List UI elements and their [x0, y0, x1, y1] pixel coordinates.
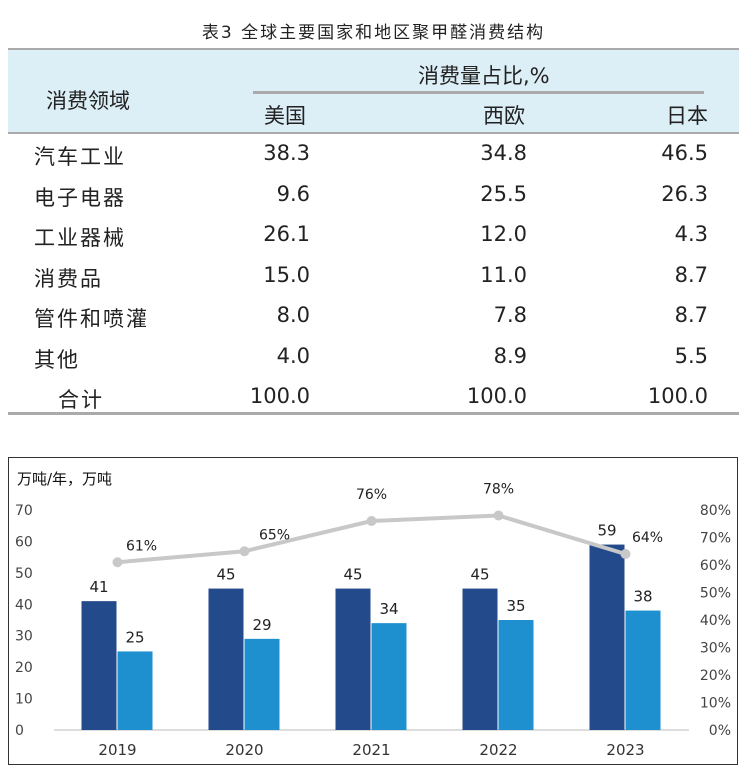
capacity-consumption-chart: 万吨/年，万吨 0 10 20 30 40 50 60 70 0% 10% 20% 30% 40% 50% 6… [8, 457, 738, 765]
bar [81, 601, 117, 730]
column-header-west-europe: 西欧 [483, 104, 525, 128]
x-tick-label: 2019 [98, 741, 136, 759]
y2-tick-label: 60% [700, 558, 731, 574]
group-header-rule [253, 91, 704, 94]
table-cell: 8.9 [493, 343, 527, 368]
ratio-point [620, 549, 631, 559]
ratio-point [493, 510, 504, 521]
row-header: 消费领域 [46, 89, 130, 113]
table-header-band [8, 48, 739, 133]
bar [625, 610, 661, 730]
row-label: 管件和喷灌 [34, 307, 149, 331]
table-cell: 7.8 [493, 303, 527, 327]
row-label: 汽车工业 [34, 145, 126, 169]
y2-tick-label: 10% [700, 696, 731, 712]
table-cell: 26.1 [263, 222, 310, 246]
data-label: 41 [89, 578, 108, 596]
bar [462, 588, 498, 730]
bar [208, 588, 244, 730]
ratio-point [112, 557, 123, 568]
table-title: 表3 全球主要国家和地区聚甲醛消费结构 [201, 23, 546, 43]
bar [371, 623, 407, 730]
ratio-label: 76% [356, 487, 387, 503]
data-label: 59 [597, 522, 616, 540]
table-cell: 8.7 [674, 262, 708, 287]
data-label: 25 [125, 628, 144, 646]
bar [498, 620, 534, 730]
row-label: 消费品 [34, 266, 103, 291]
bar [117, 651, 153, 730]
y-tick-label: 40 [15, 597, 33, 613]
table-cell: 8.7 [674, 303, 708, 327]
y-tick-label: 30 [15, 629, 33, 645]
ratio-point [239, 546, 250, 557]
table-cell: 100.0 [466, 384, 527, 408]
table-cell: 4.3 [674, 222, 708, 246]
y-tick-label: 50 [15, 566, 33, 582]
header-bottom-rule [8, 132, 739, 134]
table-cell: 5.5 [674, 343, 708, 368]
table-cell: 100.0 [647, 384, 708, 408]
row-label: 其他 [34, 347, 80, 372]
y2-tick-label: 50% [700, 586, 731, 602]
group-header: 消费量占比,% [418, 64, 550, 88]
data-label: 35 [506, 597, 525, 615]
table-cell: 8.0 [276, 303, 310, 327]
table-cell: 4.0 [276, 343, 310, 368]
y-tick-label: 0 [15, 723, 24, 739]
table-top-rule [8, 48, 739, 50]
table-cell: 34.8 [480, 141, 527, 165]
data-label: 29 [252, 616, 271, 634]
ratio-label: 65% [259, 527, 290, 543]
chart-svg: 万吨/年，万吨 0 10 20 30 40 50 60 70 0% 10% 20% 30% 40% 50% 6… [15, 470, 731, 759]
ratio-label: 64% [632, 530, 663, 546]
table-cell: 100.0 [249, 384, 310, 408]
y2-tick-label: 20% [700, 668, 731, 684]
ratio-point [366, 516, 377, 526]
table-cell: 12.0 [480, 222, 527, 246]
y2-tick-label: 70% [700, 531, 731, 547]
data-label: 45 [470, 566, 489, 584]
x-tick-label: 2022 [479, 741, 517, 759]
data-label: 38 [633, 588, 652, 606]
x-tick-label: 2020 [225, 741, 263, 759]
data-label: 34 [379, 600, 398, 618]
y-tick-label: 60 [15, 534, 33, 550]
ratio-label: 78% [483, 482, 514, 498]
y-tick-label: 70 [15, 503, 33, 519]
bar [244, 638, 280, 730]
row-label: 工业器械 [34, 226, 126, 250]
y-tick-label: 20 [15, 660, 33, 676]
x-tick-label: 2023 [606, 741, 644, 759]
row-label: 合计 [58, 388, 104, 412]
ratio-label: 61% [126, 538, 157, 554]
table-cell: 26.3 [661, 181, 708, 206]
table-cell: 9.6 [276, 181, 310, 206]
table-cell: 25.5 [480, 181, 527, 206]
table-cell: 11.0 [480, 262, 527, 287]
table-cell: 15.0 [263, 262, 310, 287]
y2-tick-label: 40% [700, 613, 731, 629]
x-tick-label: 2021 [352, 741, 390, 759]
row-label: 电子电器 [34, 185, 126, 210]
column-header-japan: 日本 [666, 104, 708, 128]
data-label: 45 [216, 566, 235, 584]
y2-tick-label: 80% [700, 503, 731, 519]
y2-tick-label: 30% [700, 641, 731, 657]
table-cell: 46.5 [661, 141, 708, 165]
column-header-us: 美国 [264, 104, 306, 128]
y2-tick-label: 0% [709, 723, 731, 739]
bar [589, 544, 625, 730]
table-cell: 38.3 [263, 141, 310, 165]
unit-label: 万吨/年，万吨 [17, 470, 112, 488]
data-label: 45 [343, 566, 362, 584]
y-tick-label: 10 [15, 692, 33, 708]
bar [335, 588, 371, 730]
table-bottom-rule [8, 412, 739, 415]
